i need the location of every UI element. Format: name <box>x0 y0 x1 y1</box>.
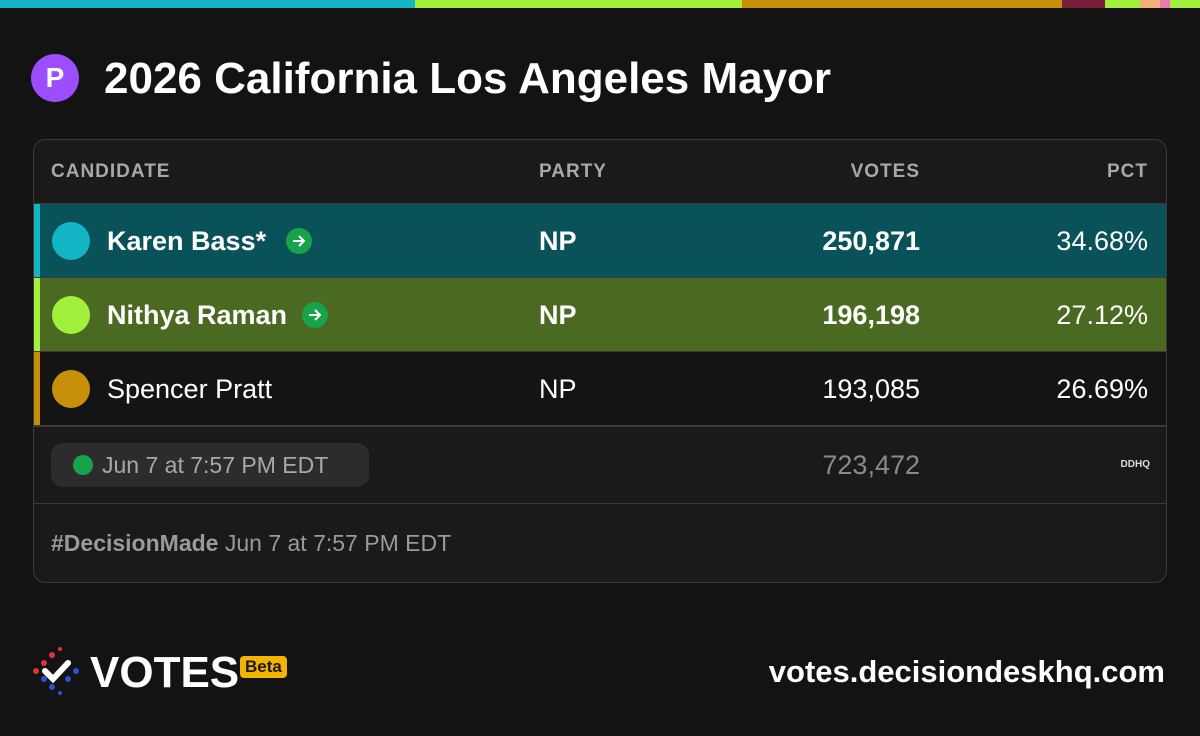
candidate-avatar <box>52 222 90 260</box>
party: NP <box>539 300 577 330</box>
stripe <box>1062 0 1105 8</box>
party: NP <box>539 374 577 404</box>
candidate-name: Nithya Raman <box>107 300 288 330</box>
candidate-avatar <box>52 296 90 334</box>
column-header: PCT <box>1107 161 1148 182</box>
source-logo: DDHQ <box>1120 459 1150 470</box>
stripe <box>415 0 742 8</box>
status-dot <box>73 455 93 475</box>
candidate-avatar <box>52 370 90 408</box>
stripe <box>1140 0 1160 8</box>
row-accent <box>34 352 40 426</box>
column-header: CANDIDATE <box>51 161 171 182</box>
votes: 193,085 <box>822 374 920 404</box>
total-votes: 723,472 <box>822 450 920 480</box>
updated-time: Jun 7 at 7:57 PM EDT <box>102 452 329 478</box>
pct: 27.12% <box>1056 300 1148 330</box>
column-header: VOTES <box>850 161 920 182</box>
brand-icon <box>33 647 79 695</box>
beta-badge: Beta <box>240 656 287 678</box>
votes: 250,871 <box>822 226 920 256</box>
candidate-name: Spencer Pratt <box>107 374 273 404</box>
stripe <box>1105 0 1140 8</box>
party-badge: P <box>31 54 79 102</box>
brand-name: VOTES <box>90 648 240 697</box>
totals-row: Jun 7 at 7:57 PM EDT 723,472 DDHQ <box>34 425 1166 505</box>
decision-tag: #DecisionMade <box>51 530 219 556</box>
results-table: CANDIDATE PARTY VOTES PCT Karen Bass* NP… <box>33 139 1167 583</box>
advance-icon <box>286 228 312 254</box>
title: 2026 California Los Angeles Mayor <box>104 54 832 103</box>
advance-icon <box>302 302 328 328</box>
stripe <box>742 0 1062 8</box>
stripe <box>1160 0 1170 8</box>
site-url: votes.decisiondeskhq.com <box>768 654 1165 689</box>
candidate-row: Spencer Pratt NP 193,085 26.69% <box>34 351 1166 426</box>
candidate-name: Karen Bass* <box>107 226 267 256</box>
decision-time: Jun 7 at 7:57 PM EDT <box>224 530 452 556</box>
stripe <box>0 0 415 8</box>
stripe <box>1170 0 1200 8</box>
candidate-row: Nithya Raman NP 196,198 27.12% <box>34 277 1166 352</box>
column-header: PARTY <box>539 161 607 182</box>
row-accent <box>34 204 40 278</box>
pct: 26.69% <box>1056 374 1148 404</box>
party: NP <box>539 226 577 256</box>
candidate-row: Karen Bass* NP 250,871 34.68% <box>34 203 1166 278</box>
updated-pill: Jun 7 at 7:57 PM EDT <box>51 443 369 487</box>
decision-note: #DecisionMade Jun 7 at 7:57 PM EDT <box>34 503 1166 582</box>
row-accent <box>34 278 40 352</box>
pct: 34.68% <box>1056 226 1148 256</box>
votes: 196,198 <box>822 300 920 330</box>
